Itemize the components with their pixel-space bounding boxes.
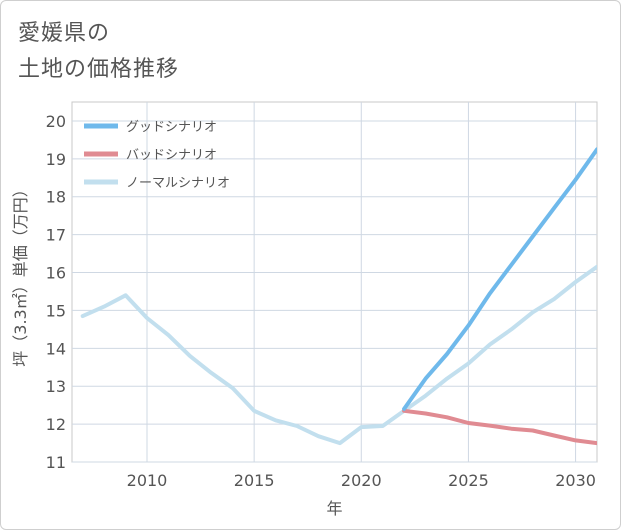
y-tick-label: 15 <box>46 301 66 320</box>
y-tick-label: 17 <box>46 226 66 245</box>
plot-area <box>71 101 598 463</box>
y-tick-label: 16 <box>46 264 66 283</box>
x-tick-label: 2010 <box>127 471 168 490</box>
y-tick-label: 14 <box>46 339 66 358</box>
series-line-0 <box>402 147 597 411</box>
chart-title: 愛媛県の 土地の価格推移 <box>18 16 179 88</box>
x-tick-label: 2015 <box>234 471 275 490</box>
y-tick-label: 18 <box>46 188 66 207</box>
x-tick-label: 2030 <box>555 471 596 490</box>
y-tick-label: 12 <box>46 415 66 434</box>
title-line-1: 愛媛県の <box>18 21 111 46</box>
y-tick-label: 13 <box>46 377 66 396</box>
x-tick-label: 2020 <box>341 471 382 490</box>
x-tick-label: 2025 <box>448 471 489 490</box>
legend-label-0: グッドシナリオ <box>126 120 217 135</box>
y-tick-label: 19 <box>46 150 66 169</box>
legend-label-1: バッドシナリオ <box>126 148 217 163</box>
series-line-1 <box>402 408 597 446</box>
x-axis-title: 年 <box>326 499 342 518</box>
legend-label-2: ノーマルシナリオ <box>126 176 230 191</box>
title-line-2: 土地の価格推移 <box>18 57 180 82</box>
y-tick-label: 11 <box>46 453 66 472</box>
series-line-2 <box>80 264 597 446</box>
y-tick-label: 20 <box>46 112 66 131</box>
y-axis-title: 坪（3.3㎡）単価（万円） <box>11 181 30 366</box>
